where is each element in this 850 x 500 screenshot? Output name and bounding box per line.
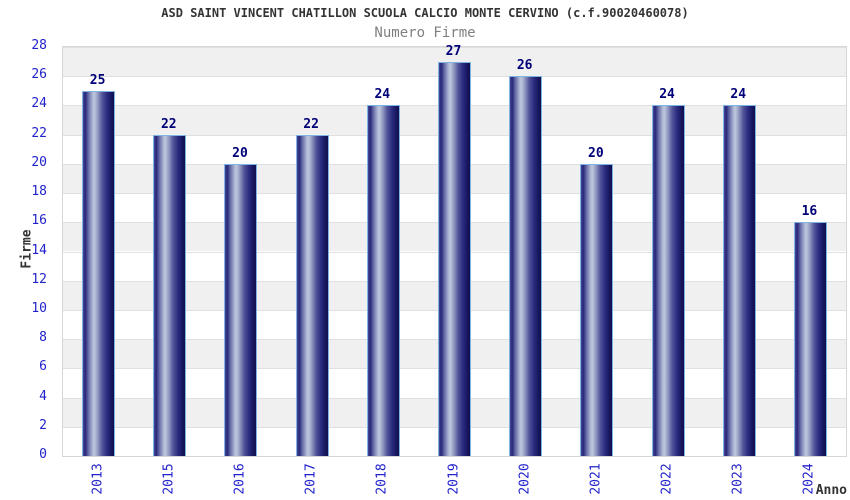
bar-value-label: 27: [445, 43, 462, 59]
bar-value-label: 25: [89, 72, 106, 88]
bar-2013: [82, 90, 116, 456]
gridline: [63, 47, 846, 48]
y-tick-label: 20: [31, 154, 47, 170]
y-tick-label: 2: [39, 417, 47, 433]
x-tick-label-2022: 2022: [659, 463, 675, 495]
y-tick-label: 8: [39, 330, 47, 346]
y-tick-label: 28: [31, 38, 47, 53]
bar-value-label: 22: [160, 116, 177, 132]
x-tick-label-2021: 2021: [588, 463, 604, 495]
x-tick-label-2018: 2018: [374, 463, 390, 495]
bar-value-label: 24: [374, 87, 391, 103]
chart-subtitle: Numero Firme: [374, 25, 476, 41]
x-axis-title: Anno: [815, 483, 847, 498]
y-tick-label: 6: [39, 359, 47, 375]
x-tick-label-2020: 2020: [517, 463, 533, 495]
bar-2016: [224, 163, 258, 456]
bar-value-label: 26: [516, 58, 533, 74]
x-tick-label-2019: 2019: [446, 463, 461, 495]
y-axis-title: Firme: [19, 229, 35, 269]
bar-2020: [509, 76, 543, 456]
bar-2017: [295, 134, 329, 456]
x-tick-label-2016: 2016: [232, 463, 248, 495]
bar-2018: [366, 105, 400, 456]
bar-value-label: 20: [232, 145, 248, 161]
y-tick-label: 18: [31, 184, 47, 200]
y-tick-label: 12: [31, 271, 47, 287]
y-tick-label: 4: [39, 388, 47, 404]
bar-2015: [153, 134, 187, 456]
bar-value-label: 22: [303, 116, 319, 132]
y-tick-label: 26: [31, 67, 47, 83]
y-tick-label: 10: [31, 300, 47, 316]
x-tick-label-2015: 2015: [161, 463, 177, 495]
y-tick-label: 22: [31, 125, 47, 141]
x-tick-label-2013: 2013: [90, 463, 106, 495]
bar-value-label: 24: [659, 87, 675, 103]
bar-value-label: 20: [588, 145, 604, 161]
bar-2023: [722, 105, 756, 456]
chart-title: ASD SAINT VINCENT CHATILLON SCUOLA CALCI…: [161, 6, 689, 20]
bar-value-label: 24: [730, 87, 747, 103]
bar-2019: [438, 61, 471, 456]
y-tick-label: 0: [39, 447, 47, 462]
x-tick-label-2023: 2023: [730, 463, 746, 495]
x-tick-label-2024: 2024: [801, 463, 817, 495]
y-tick-label: 16: [31, 213, 47, 229]
x-tick-label-2017: 2017: [303, 463, 319, 495]
plot-area: [62, 46, 847, 457]
bar-2024: [793, 222, 827, 456]
bar-2022: [651, 105, 685, 456]
bar-value-label: 16: [801, 204, 818, 220]
bar-2021: [580, 163, 614, 456]
y-tick-label: 24: [31, 96, 47, 112]
y-tick-label: 14: [31, 242, 47, 258]
